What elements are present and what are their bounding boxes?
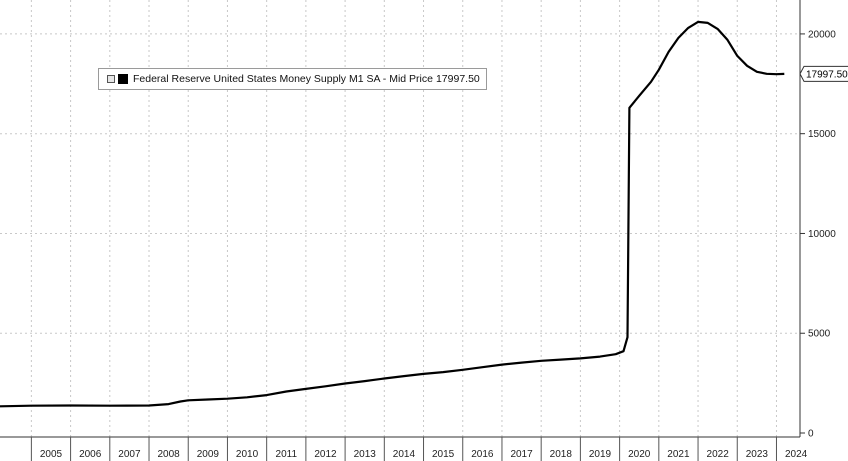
y-tick-label: 10000 [808,229,836,240]
x-tick-label: 2021 [667,449,690,460]
legend: Federal Reserve United States Money Supp… [98,68,487,90]
x-tick-label: 2015 [432,449,455,460]
x-tick-label: 2022 [707,449,730,460]
x-tick-label: 2019 [589,449,612,460]
x-tick-label: 2011 [276,449,298,460]
y-tick-label: 15000 [808,129,836,140]
x-tick-label: 2005 [40,449,63,460]
x-tick-label: 2007 [118,449,141,460]
x-tick-label: 2006 [79,449,102,460]
y-tick-label: 0 [808,429,814,440]
label-layer: 0 5000 10000 15000 20000 2005 2006 2007 2008 2009… [40,29,848,460]
x-tick-label: 2017 [510,449,533,460]
legend-series-value: 17997.50 [435,73,480,85]
legend-series-label: Federal Reserve United States Money Supp… [133,73,433,85]
series-line [0,20,785,408]
x-tick-label: 2013 [354,449,377,460]
x-tick-label: 2014 [393,449,416,460]
grid-layer [0,0,800,437]
y-tick-label: 5000 [808,329,831,340]
last-value-callout-box [799,65,848,82]
x-tick-label: 2024 [785,449,808,460]
last-value-label: 17997.50 [806,69,848,80]
x-tick-label: 2008 [158,449,181,460]
x-tick-label: 2012 [314,449,337,460]
x-tick-label: 2020 [628,449,651,460]
series-layer [0,20,785,408]
x-tick-label: 2016 [471,449,494,460]
x-tick-label: 2018 [550,449,573,460]
x-tick-label: 2023 [746,449,769,460]
y-tick-label: 20000 [808,29,836,40]
legend-outline-square-icon [107,75,115,83]
legend-series-swatch-icon [118,74,128,84]
x-tick-label: 2009 [197,449,220,460]
x-tick-label: 2010 [236,449,259,460]
axis-layer [0,0,805,461]
